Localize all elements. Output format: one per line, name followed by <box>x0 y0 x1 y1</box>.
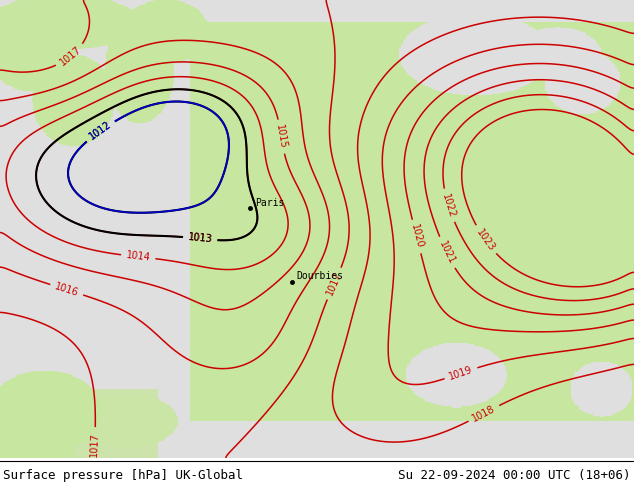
Text: 1017: 1017 <box>89 432 100 457</box>
Text: 1019: 1019 <box>448 365 474 382</box>
Text: 1017: 1017 <box>58 45 84 68</box>
Text: 1014: 1014 <box>126 250 151 263</box>
Text: 1017: 1017 <box>325 270 344 297</box>
Text: 1023: 1023 <box>474 227 496 253</box>
Text: Paris: Paris <box>256 198 285 208</box>
Text: Dourbies: Dourbies <box>297 271 344 281</box>
Text: Su 22-09-2024 00:00 UTC (18+06): Su 22-09-2024 00:00 UTC (18+06) <box>398 469 631 482</box>
Text: 1012: 1012 <box>87 120 113 142</box>
Text: 1012: 1012 <box>87 120 113 142</box>
Text: 1015: 1015 <box>275 123 288 149</box>
Text: 1020: 1020 <box>409 223 424 250</box>
Text: 1013: 1013 <box>188 232 213 245</box>
Text: 1018: 1018 <box>470 403 497 423</box>
Text: 1022: 1022 <box>440 192 457 219</box>
Text: 1013: 1013 <box>188 232 213 245</box>
Text: 1021: 1021 <box>437 239 456 266</box>
Text: 1016: 1016 <box>53 281 80 298</box>
Text: Surface pressure [hPa] UK-Global: Surface pressure [hPa] UK-Global <box>3 469 243 482</box>
